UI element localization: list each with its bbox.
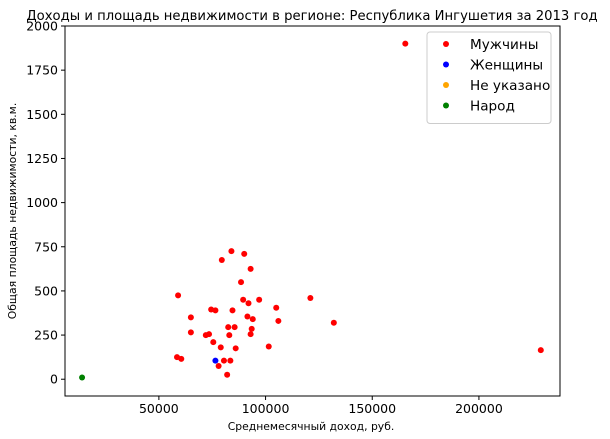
y-tick-label: 1250 <box>26 151 58 166</box>
x-tick-label: 200000 <box>455 401 503 416</box>
data-point <box>228 248 235 255</box>
legend-marker <box>443 102 449 109</box>
data-point <box>273 304 280 311</box>
x-tick-label: 100000 <box>242 401 290 416</box>
data-point <box>537 347 544 354</box>
y-tick-label: 750 <box>34 239 58 254</box>
legend-label: Женщины <box>470 58 543 74</box>
data-point <box>249 316 256 323</box>
data-point <box>265 343 272 350</box>
data-point <box>248 325 255 332</box>
data-point <box>178 355 185 362</box>
data-point <box>307 294 314 301</box>
y-tick-label: 1500 <box>26 107 58 122</box>
data-point <box>238 279 245 286</box>
legend-marker <box>443 61 449 68</box>
legend-marker <box>443 41 449 47</box>
data-point <box>226 332 233 339</box>
x-axis-label: Среднемесячный доход, руб. <box>228 420 395 433</box>
x-tick-label: 50000 <box>139 401 179 416</box>
axes-frame <box>64 25 561 397</box>
data-point <box>210 339 217 346</box>
data-point <box>275 317 282 324</box>
data-point <box>227 357 234 364</box>
data-point <box>175 292 182 299</box>
y-tick-label: 1000 <box>26 195 58 210</box>
y-tick-label: 250 <box>34 328 58 343</box>
data-point <box>330 319 337 326</box>
y-tick-label: 1750 <box>26 63 58 78</box>
data-point <box>247 265 254 272</box>
data-point <box>256 296 263 303</box>
data-point <box>244 313 251 320</box>
plot-area: 50000 100000 150000 200000 0 250 500 750 1000 125… <box>26 19 561 416</box>
legend-box <box>426 31 552 124</box>
legend: Мужчины Женщины Не указано Народ <box>426 31 552 124</box>
data-point <box>225 324 232 331</box>
data-point <box>247 331 254 338</box>
chart-title: Доходы и площадь недвижимости в регионе:… <box>26 8 597 24</box>
data-point <box>187 329 194 336</box>
y-tick-label: 0 <box>50 372 58 387</box>
data-point <box>231 324 238 331</box>
data-point <box>224 371 231 378</box>
legend-label: Народ <box>470 99 515 115</box>
data-point <box>241 250 248 257</box>
data-point <box>212 357 219 364</box>
x-tick-label: 150000 <box>348 401 396 416</box>
data-point <box>218 257 225 264</box>
data-point <box>217 344 224 351</box>
legend-label: Мужчины <box>470 37 539 53</box>
legend-label: Не указано <box>470 78 550 94</box>
y-tick-label: 2000 <box>26 19 58 34</box>
data-point <box>220 357 227 364</box>
data-point <box>402 40 409 47</box>
y-axis-label: Общая площадь недвижимости, кв.м. <box>6 103 19 320</box>
data-point <box>206 331 213 338</box>
data-point <box>215 362 222 369</box>
data-point <box>240 296 247 303</box>
data-point <box>229 307 236 314</box>
data-point <box>187 314 194 321</box>
data-point <box>245 300 252 307</box>
legend-marker <box>443 82 449 88</box>
data-point <box>212 307 219 314</box>
data-point <box>232 345 239 352</box>
data-point <box>79 374 86 381</box>
y-tick-label: 500 <box>34 283 58 298</box>
